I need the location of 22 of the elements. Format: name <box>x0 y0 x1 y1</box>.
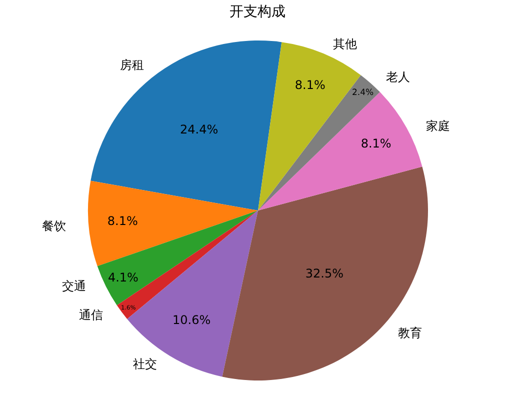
data-label: 24.4% <box>180 122 218 136</box>
data-label: 32.5% <box>305 266 344 281</box>
slice-label: 餐饮 <box>42 219 66 233</box>
data-label: 8.1% <box>107 214 138 228</box>
data-label: 8.1% <box>294 78 326 92</box>
pie-slice <box>90 40 282 210</box>
slice-label: 通信 <box>79 308 103 322</box>
pie-slice <box>88 180 258 266</box>
data-label: 2.4% <box>352 88 374 98</box>
data-label: 10.6% <box>172 313 211 328</box>
slice-label: 老人 <box>386 70 410 84</box>
slice-label: 社交 <box>133 357 157 371</box>
slice-label: 房租 <box>120 58 144 72</box>
slice-label: 其他 <box>333 37 357 51</box>
slice-label: 教育 <box>398 326 422 340</box>
chart-title: 开支构成 <box>230 4 286 20</box>
data-label: 8.1% <box>360 136 392 150</box>
slice-label: 家庭 <box>426 119 450 133</box>
pie-slice <box>97 210 258 306</box>
slice-label: 交通 <box>62 279 86 293</box>
data-label: 4.1% <box>108 270 138 285</box>
pie-slice <box>222 166 428 380</box>
